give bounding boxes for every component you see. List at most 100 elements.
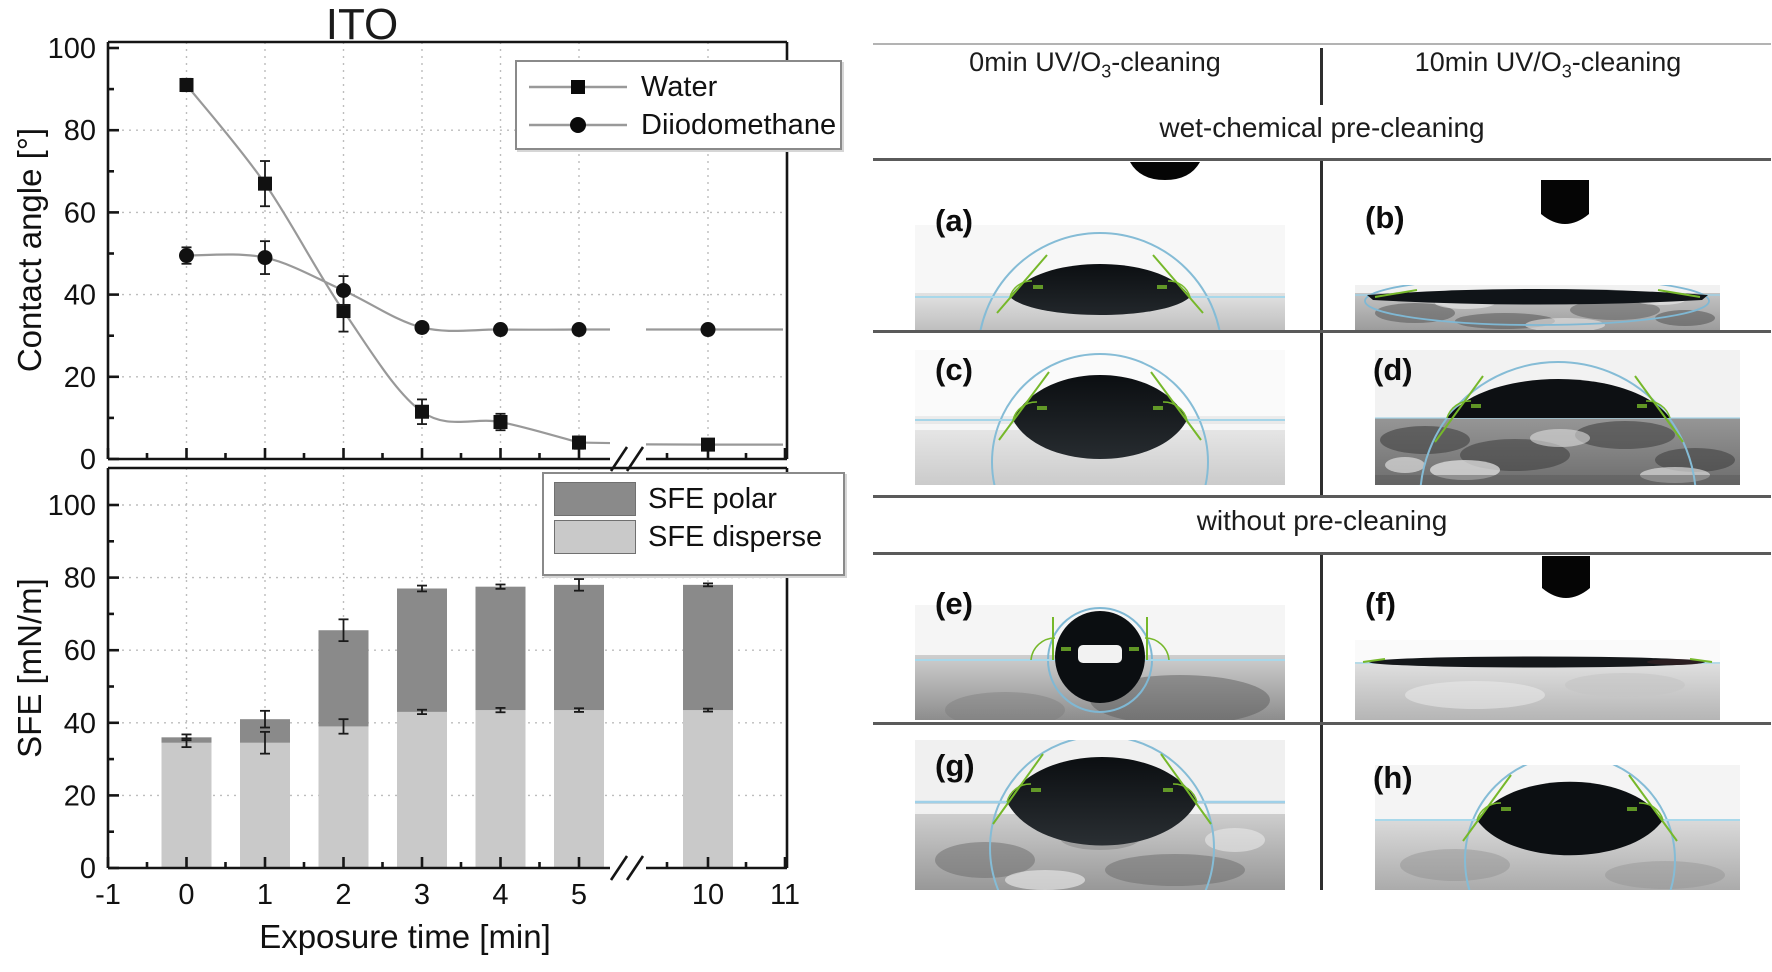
tangent-left xyxy=(1374,289,1418,298)
angle-arc-right xyxy=(1638,802,1664,821)
column-header-10min-text: 10min UV/O xyxy=(1414,47,1562,77)
angle-value-mark-left xyxy=(1031,788,1041,792)
tangent-right xyxy=(1160,753,1212,825)
droplet xyxy=(1447,379,1670,418)
column-header-10min-suffix: -cleaning xyxy=(1571,47,1682,77)
droplet xyxy=(1477,781,1663,856)
svg-text:0: 0 xyxy=(178,879,194,911)
panel-label-a: (a) xyxy=(935,203,973,238)
svg-text:20: 20 xyxy=(64,362,96,394)
panel-label-g: (g) xyxy=(935,748,975,783)
droplet-photo-e xyxy=(915,605,1285,720)
angle-arc-right xyxy=(1162,401,1188,421)
legend-label-water: Water xyxy=(641,70,718,103)
dispense-needle-icon xyxy=(1541,180,1589,239)
angle-arc-left xyxy=(1446,400,1472,419)
tangent-right xyxy=(1689,658,1713,663)
droplet xyxy=(1010,264,1190,315)
contact-angle-ylabel: Contact angle [°] xyxy=(11,127,48,373)
droplet-photo-h xyxy=(1375,765,1740,890)
droplet xyxy=(1369,656,1705,668)
svg-text:100: 100 xyxy=(48,33,96,65)
rule-above-without xyxy=(873,495,1771,498)
charts-panel: 0 20 40 60 80 100 0 20 40 60 80 100 -1 0 1 2 3 4 5 10 11 ITO… xyxy=(0,0,880,972)
legend-entry-water: Water xyxy=(527,68,830,106)
droplet-highlight xyxy=(1078,645,1122,663)
svg-text:0: 0 xyxy=(80,853,96,885)
column-header-0min-sub: 3 xyxy=(1101,61,1112,82)
angle-arc-right xyxy=(1144,637,1170,661)
svg-text:60: 60 xyxy=(64,635,96,667)
tangent-right xyxy=(1657,289,1701,298)
column-header-0min-text: 0min UV/O xyxy=(969,47,1102,77)
angle-arc-left xyxy=(1476,802,1502,821)
tangent-right xyxy=(1628,774,1678,842)
circle-fit xyxy=(979,232,1221,330)
section-header-without: without pre-cleaning xyxy=(1196,505,1448,536)
panel-label-d: (d) xyxy=(1373,352,1413,387)
circle-fit xyxy=(1364,285,1710,326)
panel-label-h: (h) xyxy=(1373,760,1413,795)
angle-value-mark-right xyxy=(1129,647,1139,651)
angle-value-mark-left xyxy=(1471,404,1481,408)
angle-arc-right xyxy=(1172,783,1198,803)
sfe-bars xyxy=(161,584,733,868)
tangent-right xyxy=(1152,254,1204,314)
panel-label-b: (b) xyxy=(1365,200,1405,235)
legend-label-sfe-disperse: SFE disperse xyxy=(648,520,823,553)
svg-text:-1: -1 xyxy=(95,879,121,911)
legend-entry-diiodomethane: Diiodomethane xyxy=(527,106,836,144)
angle-value-mark-left xyxy=(1033,285,1043,289)
legend-entry-sfe-disperse: SFE disperse xyxy=(554,518,833,556)
droplet xyxy=(1007,757,1197,846)
svg-text:2: 2 xyxy=(335,879,351,911)
droplet xyxy=(1013,375,1187,459)
tangent-left xyxy=(1462,774,1512,842)
svg-text:60: 60 xyxy=(64,197,96,229)
svg-text:5: 5 xyxy=(571,879,587,911)
circle-fit xyxy=(1464,765,1676,890)
angle-value-mark-right xyxy=(1163,788,1173,792)
column-divider-upper xyxy=(1320,158,1323,496)
water-marker-icon xyxy=(529,80,627,94)
gridlines xyxy=(108,42,787,868)
svg-text:40: 40 xyxy=(64,708,96,740)
column-divider-header xyxy=(1320,48,1323,105)
sfe-error-bars xyxy=(181,578,713,755)
tangent-left xyxy=(992,753,1044,825)
legend-label-sfe-polar: SFE polar xyxy=(648,482,777,515)
circle-fit xyxy=(989,740,1215,890)
circle-fit xyxy=(1419,361,1697,485)
contact-angle-legend: Water Diiodomethane xyxy=(515,60,842,150)
angle-value-mark-left xyxy=(1061,647,1071,651)
svg-text:10: 10 xyxy=(692,879,724,911)
droplet-photo-c xyxy=(915,350,1285,485)
tangent-left xyxy=(1362,658,1386,663)
x-axis-label: Exposure time [min] xyxy=(259,918,551,955)
tangent-left xyxy=(1434,375,1484,443)
column-divider-lower xyxy=(1320,552,1323,890)
angle-arc-left xyxy=(1009,280,1033,298)
diiodomethane-series xyxy=(179,240,783,338)
angle-arc-left xyxy=(1030,637,1056,661)
svg-text:11: 11 xyxy=(770,879,800,911)
axes xyxy=(106,40,789,881)
svg-text:100: 100 xyxy=(48,490,96,522)
column-header-0min-suffix: -cleaning xyxy=(1111,47,1221,77)
svg-text:3: 3 xyxy=(414,879,430,911)
top-rule xyxy=(873,43,1771,45)
angle-value-mark-left xyxy=(1037,406,1047,410)
column-header-0min: 0min UV/O3-cleaning xyxy=(875,47,1315,82)
angle-value-mark-right xyxy=(1153,406,1163,410)
angle-arc-right xyxy=(1645,400,1671,419)
droplet-photo-a xyxy=(915,225,1285,330)
angle-value-mark-right xyxy=(1157,285,1167,289)
angle-arc-left xyxy=(1012,401,1038,421)
panel-label-c: (c) xyxy=(935,352,973,387)
sfe-polar-swatch xyxy=(554,482,636,516)
svg-text:40: 40 xyxy=(64,280,96,312)
panel-label-e: (e) xyxy=(935,586,973,621)
